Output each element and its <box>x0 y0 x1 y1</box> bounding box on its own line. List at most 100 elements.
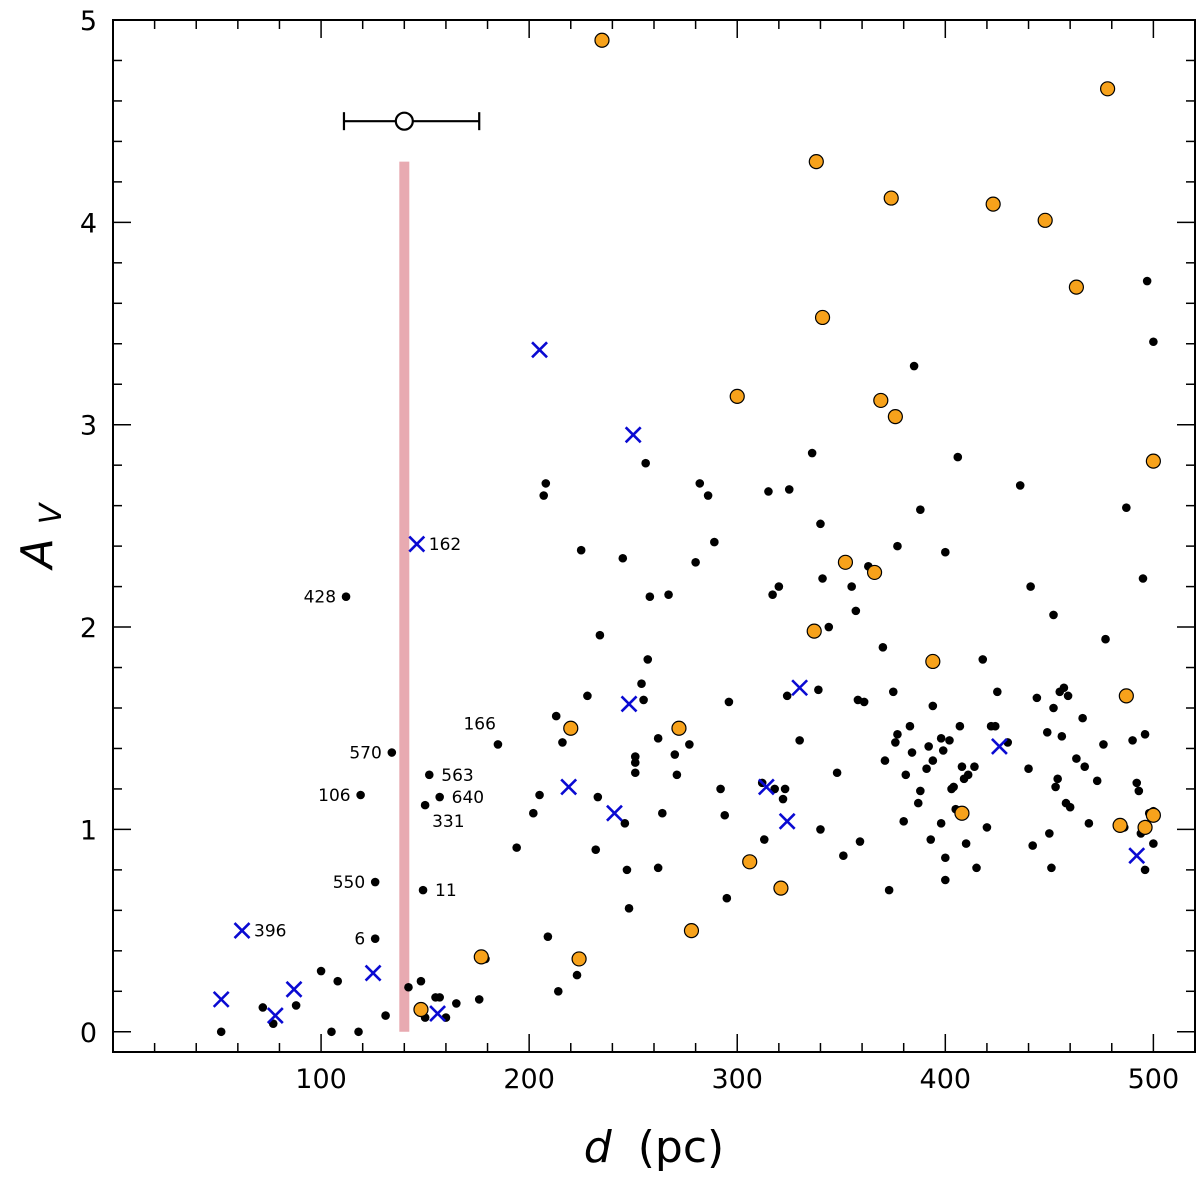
data-point-dot <box>1053 774 1062 784</box>
point-label: 331 <box>432 812 464 832</box>
data-point-cross <box>429 1005 447 1022</box>
data-point-dot <box>620 819 630 828</box>
data-point-dot <box>851 606 861 616</box>
cross-stroke-b <box>560 778 578 796</box>
data-point-dot <box>316 966 326 976</box>
cross-stroke-b <box>212 990 230 1008</box>
data-point-dot <box>928 701 938 711</box>
point-label: 428 <box>304 588 336 608</box>
x-axis-symbol: d <box>584 1122 613 1173</box>
data-point-dot <box>416 976 426 986</box>
data-point-dot <box>891 738 900 747</box>
data-point-dot <box>404 982 413 992</box>
data-point-dot <box>535 790 544 800</box>
data-point-circle <box>954 805 970 821</box>
data-point-dot <box>938 746 948 755</box>
data-point-circle <box>1100 81 1116 97</box>
data-point-dot <box>941 875 950 885</box>
data-point-dot <box>1028 841 1037 850</box>
y-tick-label: 4 <box>80 208 97 239</box>
data-point-dot <box>949 782 958 792</box>
data-point-dot <box>724 697 734 707</box>
data-point-circle <box>1118 688 1134 704</box>
cross-stroke-b <box>429 1005 447 1022</box>
data-point-dot <box>637 679 646 689</box>
data-point-dot <box>572 970 582 980</box>
data-point-dot <box>905 721 915 731</box>
data-point-dot <box>916 505 925 514</box>
cross-stroke-b <box>757 778 775 796</box>
data-point-cross <box>212 990 230 1008</box>
x-axis-title: d (pc) <box>584 1122 724 1173</box>
point-label: 6 <box>354 930 365 950</box>
data-point-dot <box>1057 732 1067 741</box>
data-point-dot <box>926 835 936 844</box>
data-point-dot <box>795 736 804 745</box>
data-point-dot <box>899 817 908 826</box>
data-point-cross <box>624 426 642 444</box>
data-point-dot <box>1092 776 1102 786</box>
data-point-dot <box>945 736 954 745</box>
data-point-circle <box>1068 279 1084 295</box>
y-axis-symbol: A <box>12 538 63 571</box>
data-point-dot <box>859 697 869 707</box>
point-label: 550 <box>333 873 365 893</box>
cross-stroke-b <box>624 426 642 444</box>
data-point-cross <box>990 738 1008 755</box>
data-point-circle <box>1145 807 1161 823</box>
data-point-dot <box>768 590 777 599</box>
data-point-dot <box>370 877 380 887</box>
data-point-circle <box>1112 817 1128 833</box>
data-point-dot <box>1049 610 1058 620</box>
data-point-dot <box>1140 730 1150 739</box>
data-point-dot <box>818 574 827 583</box>
y-axis-title: A V <box>12 501 69 571</box>
data-point-cross <box>778 812 796 830</box>
data-point-circle <box>866 564 883 581</box>
data-point-dot <box>1078 713 1087 723</box>
data-point-dot <box>370 934 380 943</box>
data-point-dot <box>990 721 1000 731</box>
data-point-dot <box>664 590 673 599</box>
reference-point <box>394 111 414 131</box>
plot-frame <box>112 19 1196 1053</box>
data-point-dot <box>435 792 444 802</box>
data-point-cross <box>408 535 426 553</box>
data-points <box>212 32 1161 1037</box>
data-point-circle <box>473 949 489 965</box>
data-point-dot <box>978 655 988 664</box>
data-point-dot <box>972 863 981 873</box>
data-point-dot <box>924 742 933 751</box>
data-point-dot <box>1084 819 1094 828</box>
data-point-dot <box>418 885 428 895</box>
x-tick-label: 100 <box>295 1064 347 1095</box>
data-point-dot <box>327 1027 336 1037</box>
data-point-dot <box>258 1003 268 1012</box>
y-tick-label: 3 <box>80 411 97 442</box>
data-point-circle <box>671 720 687 736</box>
y-tick-label: 2 <box>80 613 97 644</box>
data-point-dot <box>670 750 680 759</box>
data-point-dot <box>658 808 667 818</box>
data-point-dot <box>1049 703 1058 713</box>
cross-stroke-b <box>285 980 303 998</box>
data-point-dot <box>901 770 911 780</box>
cross-stroke-b <box>408 535 426 553</box>
data-point-dot <box>493 740 503 749</box>
data-point-dot <box>1059 683 1069 693</box>
series-orange-circles <box>413 32 1161 1018</box>
data-point-dot <box>970 762 979 771</box>
data-point-circle <box>808 154 824 170</box>
data-point-dot <box>624 904 634 913</box>
data-point-dot <box>643 655 653 664</box>
y-axis-title-group: A V <box>12 501 69 571</box>
data-point-dot <box>807 448 817 458</box>
data-point-dot <box>435 993 444 1002</box>
data-point-dot <box>630 768 640 778</box>
data-point-circle <box>887 409 903 425</box>
data-point-cross <box>531 341 548 359</box>
data-point-cross <box>1128 847 1146 865</box>
data-point-dot <box>653 734 663 743</box>
